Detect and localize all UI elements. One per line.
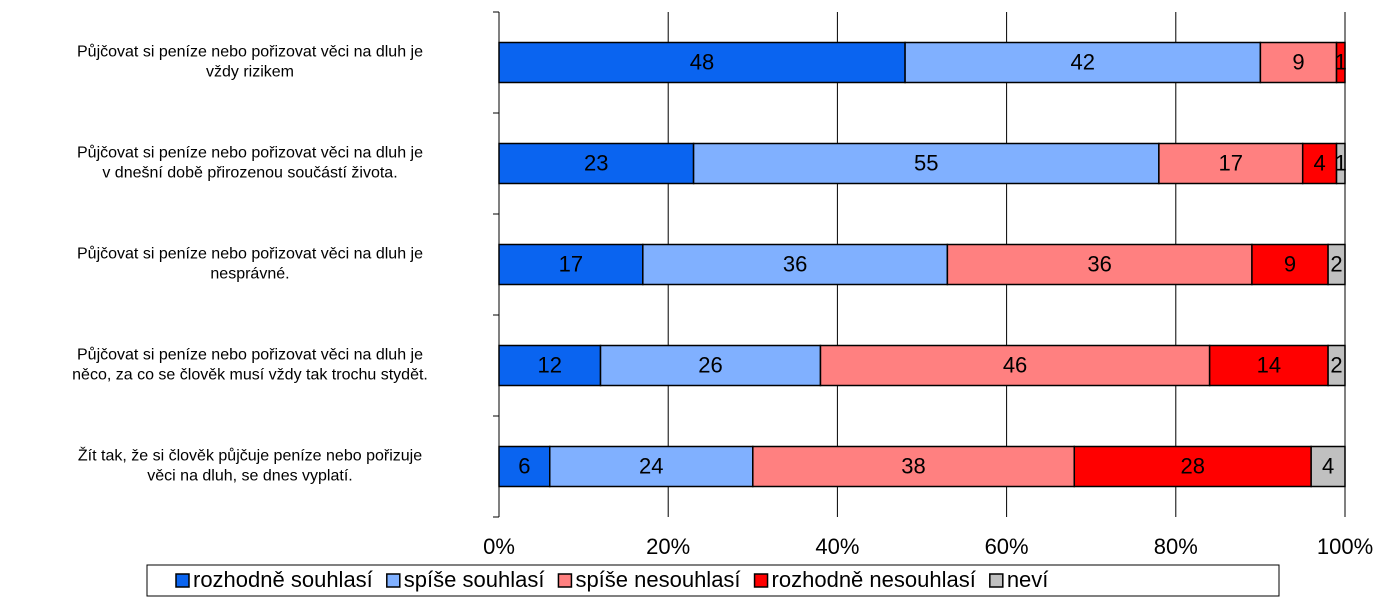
- value-label: 36: [783, 251, 807, 276]
- value-label: 38: [901, 453, 925, 478]
- value-label: 26: [698, 352, 722, 377]
- value-label: 9: [1292, 49, 1304, 74]
- bar-segment: [1335, 142, 1346, 185]
- value-label: 1: [1335, 150, 1347, 175]
- value-label: 12: [538, 352, 562, 377]
- bar-segment: [549, 445, 754, 488]
- value-label: 28: [1180, 453, 1204, 478]
- legend-label: spíše souhlasí: [404, 567, 545, 592]
- x-tick-label: 100%: [1317, 534, 1373, 559]
- value-label: 9: [1284, 251, 1296, 276]
- bar-segment: [1327, 243, 1346, 286]
- value-label: 2: [1330, 251, 1342, 276]
- bar-segment: [752, 445, 1076, 488]
- bar-segment: [904, 41, 1262, 84]
- value-label: 17: [559, 251, 583, 276]
- bar-segment: [642, 243, 949, 286]
- value-label: 17: [1219, 150, 1243, 175]
- category-label: Půjčovat si peníze nebo pořizovat věci n…: [77, 346, 423, 364]
- bar-segment: [692, 142, 1160, 185]
- legend-label: rozhodně souhlasí: [193, 567, 373, 592]
- x-tick-label: 20%: [646, 534, 690, 559]
- bar-segment: [1301, 142, 1338, 185]
- legend-label: neví: [1007, 567, 1049, 592]
- legend-swatch: [175, 573, 190, 588]
- bar-segment: [1335, 41, 1346, 84]
- legend-swatch: [753, 573, 769, 588]
- bar-segment: [1327, 344, 1346, 387]
- bar-segment: [819, 344, 1211, 387]
- x-tick-label: 40%: [815, 534, 859, 559]
- legend-swatch: [989, 573, 1004, 588]
- x-tick-label: 60%: [985, 534, 1029, 559]
- value-label: 46: [1003, 352, 1027, 377]
- category-label: Půjčovat si peníze nebo pořizovat věci n…: [77, 144, 423, 162]
- bar-segment: [498, 344, 602, 387]
- value-label: 48: [690, 49, 714, 74]
- legend-label: spíše nesouhlasí: [575, 567, 740, 592]
- category-label: Půjčovat si peníze nebo pořizovat věci n…: [77, 43, 423, 61]
- value-label: 36: [1087, 251, 1111, 276]
- category-label: vždy rizikem: [206, 64, 294, 81]
- legend-swatch: [386, 573, 401, 588]
- category-label: něco, za co se člověk musí vždy tak troc…: [72, 367, 428, 384]
- category-label: věci na dluh, se dnes vyplatí.: [147, 468, 352, 485]
- bar-segment: [498, 142, 695, 185]
- value-label: 4: [1313, 150, 1325, 175]
- bar-segment: [498, 445, 551, 488]
- bar-segment: [1073, 445, 1312, 488]
- value-label: 55: [914, 150, 938, 175]
- x-tick-label: 80%: [1154, 534, 1198, 559]
- value-label: 2: [1330, 352, 1342, 377]
- bar-segment: [1158, 142, 1304, 185]
- category-label: v dnešní době přirozenou součástí života…: [102, 165, 397, 182]
- bar-segment: [946, 243, 1253, 286]
- legend-box: [146, 564, 1280, 597]
- value-label: 24: [639, 453, 663, 478]
- bar-segment: [498, 243, 644, 286]
- bar-segment: [599, 344, 822, 387]
- legend-label: rozhodně nesouhlasí: [772, 567, 976, 592]
- value-label: 1: [1335, 49, 1347, 74]
- category-label: Půjčovat si peníze nebo pořizovat věci n…: [77, 245, 423, 263]
- value-label: 23: [584, 150, 608, 175]
- value-label: 6: [518, 453, 530, 478]
- bar-segment: [1259, 41, 1338, 84]
- value-label: 14: [1257, 352, 1281, 377]
- legend-swatch: [557, 573, 573, 588]
- x-tick-label: 0%: [483, 534, 515, 559]
- value-label: 4: [1322, 453, 1334, 478]
- value-label: 42: [1070, 49, 1094, 74]
- category-label: nesprávné.: [210, 266, 289, 283]
- bar-segment: [1310, 445, 1346, 488]
- category-label: Žít tak, že si člověk půjčuje peníze neb…: [78, 446, 422, 465]
